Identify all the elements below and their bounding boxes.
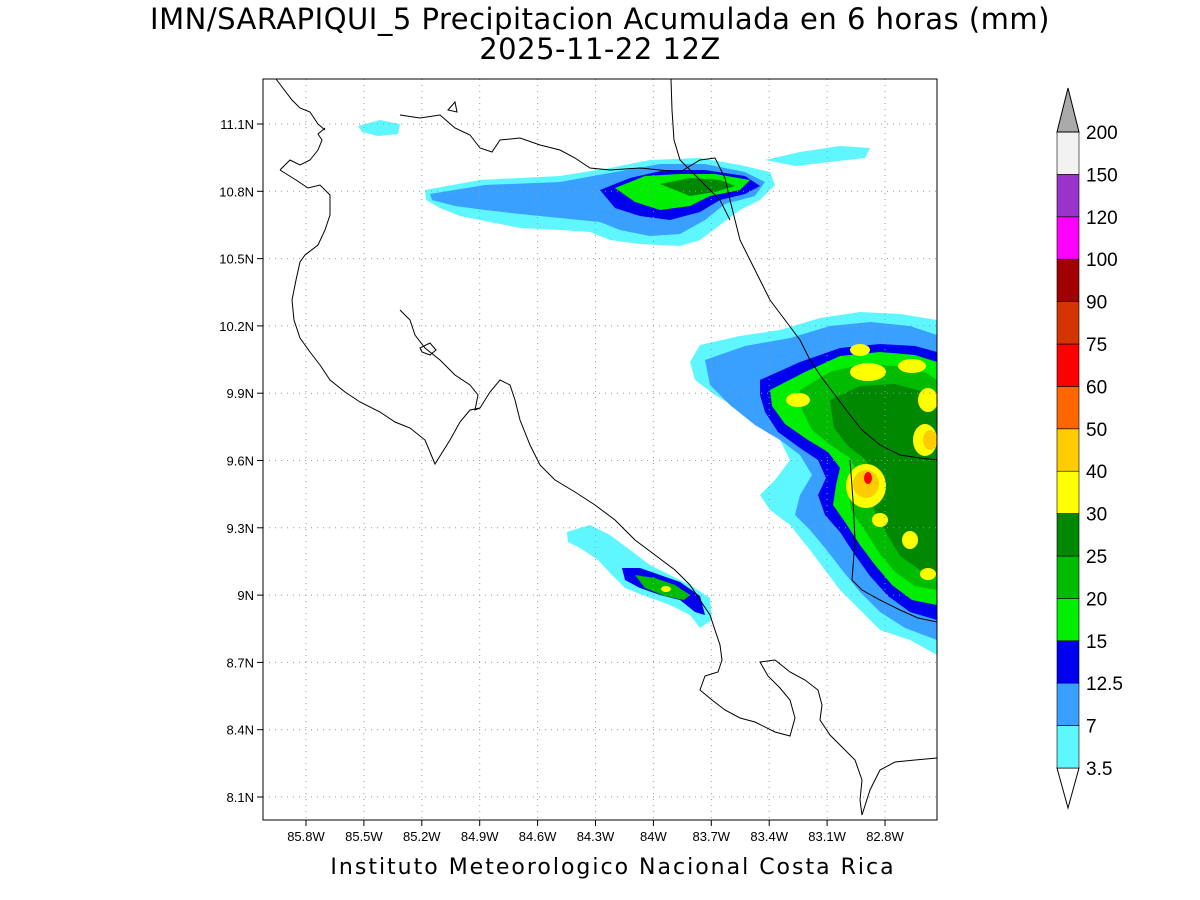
- rain-core-orange-1: [923, 430, 937, 450]
- colorbar-bin: [1056, 301, 1080, 345]
- rain-core-south-yellow: [661, 586, 671, 592]
- nicaragua-caribbean-coast: [670, 78, 731, 221]
- rain-area-north-darkgreen: [660, 178, 735, 196]
- costa-rica-caribbean-north: [399, 114, 938, 461]
- colorbar-bin: [1056, 216, 1080, 260]
- colorbar-label: 30: [1086, 505, 1107, 526]
- x-tick-label: 82.8W: [866, 829, 904, 844]
- rain-core-red: [864, 472, 872, 484]
- nicaragua-border-north: [275, 78, 326, 131]
- x-tick-label: 83.1W: [808, 829, 846, 844]
- precipitation-colorbar: 3.5 7 12.5 15 20 25 30 40 50 60 75 90 100 120 150 200: [1056, 87, 1123, 810]
- coastline-and-borders: [275, 78, 938, 816]
- rain-core-yellow-9: [920, 568, 936, 580]
- rain-core-orange-2: [853, 470, 879, 498]
- y-tick-label: 9N: [237, 588, 254, 603]
- x-tick-label: 83.7W: [693, 829, 731, 844]
- colorbar-bin: [1056, 682, 1080, 726]
- colorbar-bin: [1056, 598, 1080, 642]
- y-tick-label: 10.5N: [219, 252, 254, 267]
- y-tick-label: 9.3N: [227, 521, 254, 536]
- map-title: IMN/SARAPIQUI_5 Precipitacion Acumulada …: [150, 2, 1050, 36]
- x-tick-label: 84.3W: [577, 829, 615, 844]
- x-tick-label: 84.6W: [519, 829, 557, 844]
- x-tick-label: 84W: [640, 829, 667, 844]
- colorbar-label: 150: [1086, 165, 1118, 186]
- colorbar-bin: [1056, 640, 1080, 684]
- small-island-north: [447, 100, 458, 113]
- x-tick-label: 85.5W: [345, 829, 383, 844]
- map-area: [262, 78, 938, 821]
- x-tick-label: 85.2W: [403, 829, 441, 844]
- colorbar-label: 100: [1086, 250, 1118, 271]
- colorbar-label: 20: [1086, 589, 1107, 610]
- footer-credit: Instituto Meteorologico Nacional Costa R…: [330, 855, 896, 880]
- colorbar-bin: [1056, 174, 1080, 218]
- map-frame: [262, 78, 938, 821]
- lat-lon-grid: [263, 79, 937, 820]
- longitude-axis: 85.8W 85.5W 85.2W 84.9W 84.6W 84.3W 84W 83.7W 83…: [287, 820, 905, 844]
- y-tick-label: 11.1N: [220, 117, 254, 132]
- y-tick-label: 9.9N: [227, 386, 254, 401]
- panama-coast-south: [861, 757, 938, 816]
- rain-core-yellow-5: [918, 388, 938, 412]
- lake-nicaragua-shore: [279, 127, 481, 466]
- y-tick-label: 10.8N: [219, 184, 254, 199]
- rain-area-northeast-light: [765, 146, 870, 166]
- colorbar-label: 12.5: [1086, 674, 1123, 695]
- colorbar-bin: [1056, 470, 1080, 514]
- y-tick-label: 8.1N: [227, 790, 254, 805]
- colorbar-label: 120: [1086, 208, 1118, 229]
- rain-core-yellow-3: [850, 344, 870, 356]
- colorbar-label: 7: [1086, 717, 1097, 738]
- colorbar-bin: [1056, 258, 1080, 302]
- colorbar-bin: [1056, 725, 1080, 769]
- colorbar-label: 25: [1086, 547, 1107, 568]
- y-tick-label: 9.6N: [227, 454, 254, 469]
- rain-core-yellow-1: [850, 363, 886, 381]
- rain-core-yellow-10: [872, 513, 888, 527]
- colorbar-high-triangle: [1056, 87, 1080, 133]
- rain-core-yellow-4: [786, 393, 810, 407]
- y-tick-label: 10.2N: [219, 319, 254, 334]
- colorbar-label: 50: [1086, 420, 1107, 441]
- rain-core-yellow-8: [902, 531, 918, 549]
- colorbar-bin: [1056, 555, 1080, 599]
- y-tick-label: 8.4N: [227, 723, 254, 738]
- colorbar-label: 15: [1086, 632, 1107, 653]
- map-subtitle-datetime: 2025-11-22 12Z: [479, 32, 721, 66]
- colorbar-label: 75: [1086, 335, 1107, 356]
- colorbar-label: 40: [1086, 462, 1107, 483]
- colorbar-bin: [1056, 131, 1080, 175]
- colorbar-label: 3.5: [1086, 759, 1112, 780]
- latitude-axis: 11.1N 10.8N 10.5N 10.2N 9.9N 9.6N 9.3N 9N 8.7N 8.…: [219, 117, 263, 805]
- colorbar-low-triangle: [1056, 767, 1080, 810]
- colorbar-label: 60: [1086, 377, 1107, 398]
- y-tick-label: 8.7N: [227, 655, 254, 670]
- panama-border: [849, 459, 938, 623]
- colorbar-label: 200: [1086, 123, 1118, 144]
- x-tick-label: 85.8W: [287, 829, 325, 844]
- nicoya-peninsula: [399, 309, 863, 816]
- x-tick-label: 84.9W: [461, 829, 499, 844]
- precipitation-field: [358, 120, 938, 655]
- rain-core-yellow-2: [898, 359, 926, 373]
- lake-island: [419, 342, 437, 356]
- x-tick-label: 83.4W: [750, 829, 788, 844]
- colorbar-label: 90: [1086, 293, 1107, 314]
- colorbar-bin: [1056, 386, 1080, 430]
- colorbar-bin: [1056, 428, 1080, 472]
- colorbar-bin: [1056, 343, 1080, 387]
- colorbar-bin: [1056, 513, 1080, 557]
